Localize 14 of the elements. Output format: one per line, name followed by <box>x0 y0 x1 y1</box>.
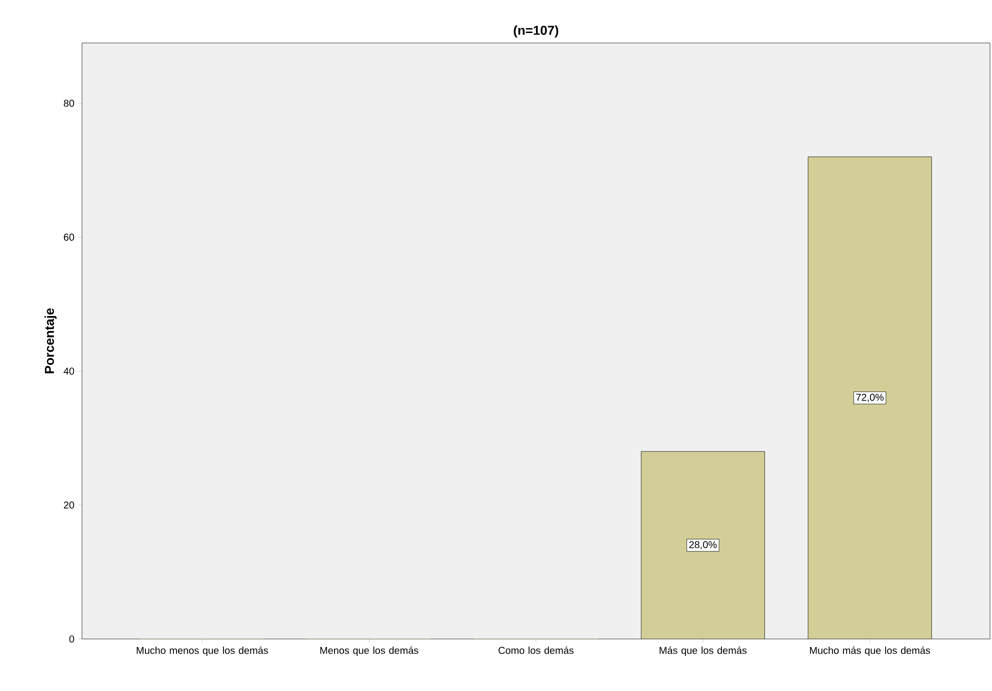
y-tick-label: 0 <box>69 635 74 643</box>
x-tick-label: Como los demás <box>498 646 574 654</box>
y-tick-label: 60 <box>64 234 74 241</box>
x-tick-label: Más que los demás <box>660 646 747 656</box>
data-label: 72,0% <box>856 394 884 402</box>
y-tick-label: 20 <box>64 502 74 509</box>
x-tick-label: Mucho más que los demás <box>810 646 930 656</box>
x-tick-label: Menos que los demás <box>320 646 418 656</box>
data-label: 28,0% <box>689 541 717 550</box>
y-tick-label: 80 <box>64 100 74 107</box>
x-tick-label: Mucho menos que los demás <box>136 646 268 656</box>
chart-title: (n=107) <box>514 25 558 38</box>
y-tick-label: 40 <box>64 368 74 375</box>
y-axis-title: Porcentaje <box>44 308 57 374</box>
